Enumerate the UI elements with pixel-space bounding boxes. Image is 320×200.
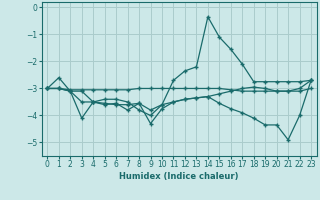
X-axis label: Humidex (Indice chaleur): Humidex (Indice chaleur)	[119, 172, 239, 181]
